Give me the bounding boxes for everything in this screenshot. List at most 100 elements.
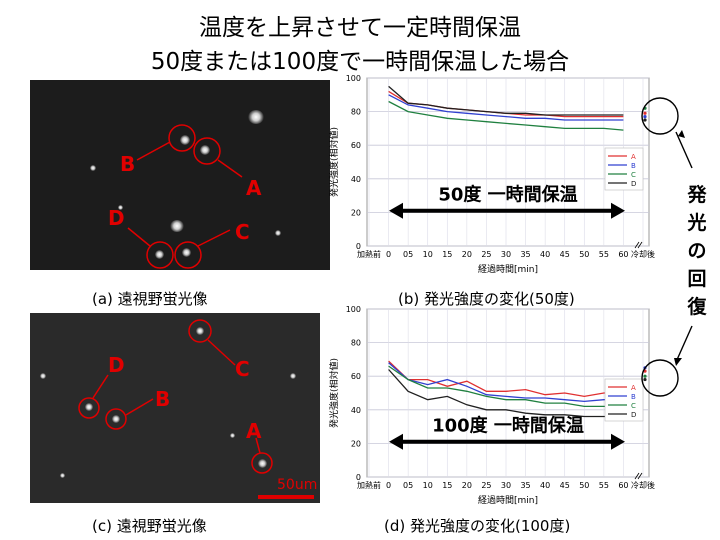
x-tick-label: 25	[481, 250, 491, 259]
arrow-b	[136, 141, 171, 161]
legend-label: B	[631, 393, 636, 401]
x-tick-label: 05	[403, 481, 413, 490]
y-tick-label: 20	[351, 439, 361, 448]
x-tick-label: 55	[599, 481, 609, 490]
title-line-1: 温度を上昇させて一定時間保温	[199, 15, 521, 41]
legend-label: D	[631, 180, 636, 188]
x-tick-label: 加熱前	[357, 249, 381, 259]
y-tick-label: 100	[346, 74, 361, 83]
side-label-char: 光	[687, 212, 707, 234]
axis-break	[637, 472, 643, 480]
x-tick-label: 冷却後	[631, 480, 655, 490]
marker-circle-b	[168, 124, 196, 152]
annotation-arrowhead-right	[611, 202, 625, 219]
x-tick-label: 加熱前	[357, 480, 381, 490]
series-line-b	[388, 362, 624, 403]
marker-circle-d	[146, 241, 174, 269]
y-tick-label: 80	[351, 108, 361, 117]
x-tick-label: 30	[501, 481, 511, 490]
x-tick-label: 60	[618, 481, 628, 490]
label-c: C	[235, 220, 250, 244]
caption-a: (a) 遠視野蛍光像	[92, 290, 208, 308]
y-tick-label: 40	[351, 406, 361, 415]
label-b: B	[120, 152, 136, 176]
side-label-char: 発	[687, 184, 707, 206]
y-axis-label: 発光強度(相対値)	[328, 358, 340, 428]
series-line-a	[388, 360, 624, 398]
x-tick-label: 50	[579, 250, 589, 259]
legend-label: A	[631, 384, 636, 392]
label-b: B	[155, 387, 171, 411]
scale-bar	[258, 495, 314, 499]
arrow-b	[125, 398, 154, 416]
title-line-2: 50度または100度で一時間保温した場合	[150, 49, 570, 75]
caption-d: (d) 発光強度の変化(100度)	[384, 517, 571, 535]
x-tick-label: 45	[560, 481, 570, 490]
x-tick-label: 35	[520, 481, 530, 490]
series-line-d	[388, 369, 624, 418]
arrow-a	[255, 437, 261, 454]
marker-circle-a	[251, 452, 273, 474]
legend-label: A	[631, 153, 636, 161]
side-label-char: 復	[687, 296, 707, 318]
arrow-c	[207, 339, 236, 366]
image-c-overlay	[78, 319, 314, 499]
annotation-label: 50度 一時間保温	[438, 184, 577, 206]
x-tick-label: 55	[599, 250, 609, 259]
series-line-d	[388, 85, 624, 116]
after-cooling-point-d	[643, 118, 647, 122]
legend-label: C	[631, 171, 636, 179]
x-tick-label: 20	[462, 250, 472, 259]
y-tick-label: 60	[351, 372, 361, 381]
label-a: A	[246, 419, 262, 443]
x-axis-label: 経過時間[min]	[478, 494, 538, 506]
x-axis-label: 経過時間[min]	[478, 263, 538, 275]
axis-break	[634, 472, 640, 480]
axis-break	[634, 241, 640, 249]
series-line-c	[388, 365, 624, 408]
after-cooling-point-b	[643, 115, 647, 119]
legend-label: C	[631, 402, 636, 410]
side-label-char: の	[687, 240, 707, 262]
x-tick-label: 05	[403, 250, 413, 259]
marker-circle-a	[193, 137, 221, 165]
annotation-label: 100度 一時間保温	[432, 415, 584, 437]
side-label-char: 回	[687, 268, 707, 290]
recovery-circle-top	[641, 97, 679, 135]
x-tick-label: 10	[423, 250, 433, 259]
after-cooling-point-a	[643, 111, 647, 115]
marker-circle-c	[188, 319, 212, 343]
x-tick-label: 冷却後	[631, 249, 655, 259]
label-a: A	[246, 176, 262, 200]
after-cooling-point-d	[643, 377, 647, 382]
y-tick-label: 20	[351, 208, 361, 217]
y-tick-label: 100	[346, 305, 361, 314]
scale-bar-label: 50um	[277, 477, 318, 493]
x-tick-label: 50	[579, 481, 589, 490]
arrow-c	[197, 229, 231, 247]
caption-b: (b) 発光強度の変化(50度)	[398, 290, 575, 308]
x-tick-label: 0	[386, 481, 391, 490]
recovery-arrow-top	[675, 131, 693, 169]
legend-label: D	[631, 411, 636, 419]
annotation-arrowhead-left	[389, 433, 403, 450]
marker-circle-c	[174, 241, 202, 269]
marker-circle-d	[78, 397, 100, 419]
recovery-arrow-bottom	[675, 325, 693, 363]
series-line-b	[388, 94, 624, 121]
marker-circle-b	[105, 408, 127, 430]
y-tick-label: 0	[356, 242, 361, 251]
y-tick-label: 0	[356, 473, 361, 482]
x-tick-label: 15	[442, 481, 452, 490]
arrow-d	[127, 227, 151, 247]
legend-label: B	[631, 162, 636, 170]
x-tick-label: 45	[560, 250, 570, 259]
x-tick-label: 25	[481, 481, 491, 490]
x-tick-label: 60	[618, 250, 628, 259]
axis-break	[637, 241, 643, 249]
recovery-circle-bottom	[641, 359, 679, 397]
image-a-overlay	[127, 124, 243, 269]
fluorescence-image-a: B A D C	[30, 80, 330, 270]
